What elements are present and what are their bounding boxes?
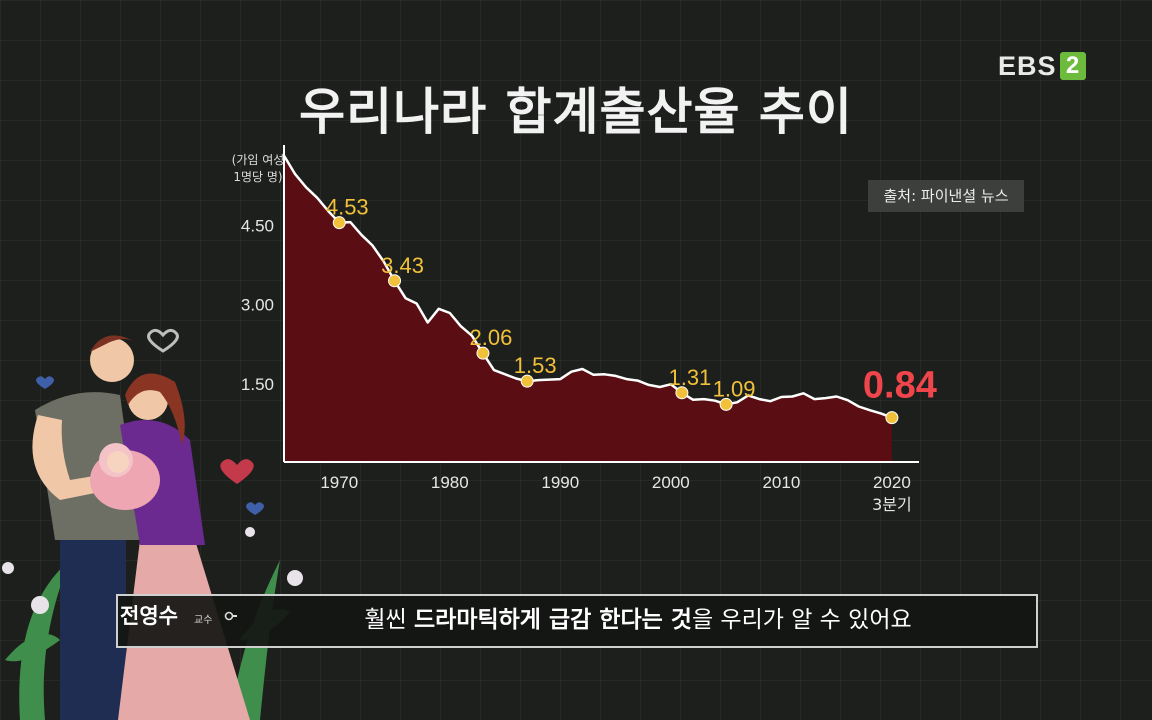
data-point-label: 1.53 xyxy=(514,353,557,378)
y-tick-label: 3.00 xyxy=(241,296,274,315)
channel-logo-text: EBS xyxy=(998,50,1057,81)
speaker-name: 전영수 xyxy=(120,604,178,628)
subtitle-text-pre: 훨씬 xyxy=(364,607,414,633)
y-axis-label: 1명당 명) xyxy=(233,170,282,184)
flower-decoration xyxy=(2,527,303,614)
heart-icon xyxy=(36,376,54,389)
y-tick-label: 4.50 xyxy=(241,216,274,235)
series-line xyxy=(282,154,893,419)
source-label: 출처: 파이낸셜 뉴스 xyxy=(868,180,1024,212)
series-area xyxy=(284,155,892,462)
baby-figure xyxy=(90,443,160,510)
x-tick-label: 2010 xyxy=(762,473,800,492)
subtitle-text: 훨씬 드라마틱하게 급감 한다는 것을 우리가 알 수 있어요 xyxy=(238,600,1038,640)
data-point-label: 2.06 xyxy=(470,325,513,350)
x-tick-label: 1970 xyxy=(320,473,358,492)
x-tick-label: 1980 xyxy=(431,473,469,492)
x-tick-sublabel: 3분기 xyxy=(872,495,912,514)
heart-icon xyxy=(147,328,179,353)
data-point-marker xyxy=(332,216,346,230)
data-point-marker xyxy=(388,274,402,288)
chart-title: 우리나라 합계출산율 추이 xyxy=(299,83,853,141)
channel-logo: EBS 2 xyxy=(998,50,1086,82)
channel-number-badge: 2 xyxy=(1059,52,1086,80)
subtitle-text-emphasis: 드라마틱하게 급감 한다는 것 xyxy=(414,607,692,633)
father-figure xyxy=(32,335,140,720)
subtitle-text-post: 을 우리가 알 수 있어요 xyxy=(691,607,912,633)
data-point-label-highlight: 0.84 xyxy=(863,365,937,407)
y-tick-label: 1.50 xyxy=(241,375,274,394)
subtitle-box xyxy=(116,594,1038,648)
data-point-label: 1.09 xyxy=(713,376,756,401)
x-tick-label: 2000 xyxy=(652,473,690,492)
y-axis-label: (가임 여성 xyxy=(232,153,285,167)
speaker-role: 교수 xyxy=(194,615,213,626)
mother-figure xyxy=(118,373,250,720)
plot-area: (가임 여성 1명당 명) 1.50 3.00 4.50 1970 1980 1990 2000… xyxy=(232,145,937,514)
data-point-marker xyxy=(719,397,733,411)
data-point-marker xyxy=(476,346,490,360)
data-point-marker xyxy=(885,411,899,425)
data-point-label: 4.53 xyxy=(326,195,369,220)
data-point-marker xyxy=(520,374,534,388)
data-point-label: 1.31 xyxy=(668,365,711,390)
heart-icon xyxy=(220,459,254,484)
heart-icon xyxy=(246,502,264,515)
data-point-marker xyxy=(675,386,689,400)
x-tick-label: 1990 xyxy=(541,473,579,492)
x-tick-label: 2020 xyxy=(873,473,911,492)
data-point-label: 3.43 xyxy=(381,253,424,278)
speaker-icon xyxy=(224,611,237,621)
